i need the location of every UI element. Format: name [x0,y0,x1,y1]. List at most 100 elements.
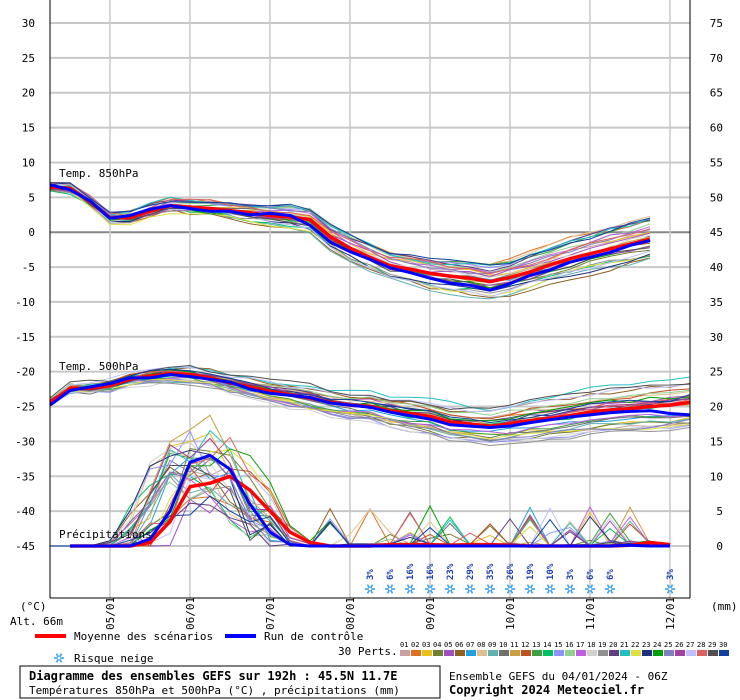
member-t500-line [49,366,691,413]
member-swatch [455,650,465,656]
snow-risk-pct: 3% [366,569,376,580]
member-number: 18 [587,641,595,649]
y-tick-left: -5 [22,261,35,274]
date-tick: 05/01 [104,597,117,630]
member-number: 20 [609,641,617,649]
snowflake-center [388,587,392,591]
snowflake-center [408,587,412,591]
member-swatch [631,650,641,656]
y-tick-left: -20 [15,366,35,379]
y-tick-right: 45 [710,226,723,239]
member-t500-line [49,368,691,424]
snowflake-center [608,587,612,591]
snowflake-icon [54,653,64,663]
snowflake-center [588,587,592,591]
member-number: 26 [675,641,683,649]
member-t500-line [49,379,691,443]
y-tick-right: 25 [710,366,723,379]
snow-risk-pct: 26% [506,563,516,580]
snowflake-icon [425,584,435,594]
member-number: 16 [565,641,573,649]
member-swatch [576,650,586,656]
member-number: 05 [444,641,452,649]
control-line [70,453,670,548]
member-t850-line [49,185,651,298]
legend-mean-label: Moyenne des scénarios [74,630,213,643]
y-tick-right: 30 [710,331,723,344]
member-swatch [719,650,729,656]
snowflake-icon [385,584,395,594]
snowflake-center [528,587,532,591]
member-swatch [400,650,410,656]
y-tick-right: 55 [710,156,723,169]
member-swatch [488,650,498,656]
y-tick-right: 50 [710,191,723,204]
snowflake-center [508,587,512,591]
y-tick-left: -35 [15,470,35,483]
snowflake-icon [665,584,675,594]
member-number: 04 [433,641,441,649]
y-tick-right: 10 [710,470,723,483]
member-swatch [664,650,674,656]
y-tick-right: 70 [710,52,723,65]
mean-control-lines [49,183,691,548]
snowflake-icon [545,584,555,594]
members-label: 30 Perts. [338,645,398,658]
member-number: 27 [686,641,694,649]
member-swatch [609,650,619,656]
member-number: 24 [653,641,661,649]
member-number: 01 [400,641,408,649]
date-tick: 06/01 [184,597,197,630]
mean-line [49,185,651,284]
snow-risk-pct: 29% [466,563,476,580]
snow-risk-markers: 3% 6% 16% 16% 23% 29% 35% 26% 19% 10% 3% 6% 6% 3% [365,563,676,594]
member-swatch [565,650,575,656]
y-tick-right: 60 [710,122,723,135]
snowflake-center [668,587,672,591]
snowflake-center [468,587,472,591]
member-number: 17 [576,641,584,649]
control-line [49,373,691,429]
member-number: 29 [708,641,716,649]
member-swatch [620,650,630,656]
member-t850-line [49,185,651,266]
member-number: 30 [719,641,727,649]
date-tick-labels: 05/01 06/01 07/01 08/01 09/01 10/01 11/01 12/01 [104,597,677,630]
y-tick-right: 35 [710,296,723,309]
member-color-legend: 01 02 03 04 05 06 07 08 09 10 11 12 13 14 15 16 17 18 19 20… [400,641,729,656]
member-swatch [466,650,476,656]
y-tick-right: 15 [710,435,723,448]
y-tick-labels: 302520151050-5-10-15-20-25-30-35-40-4575… [15,17,723,553]
label-t850: Temp. 850hPa [59,167,138,180]
member-number: 15 [554,641,562,649]
member-swatch [543,650,553,656]
member-number: 19 [598,641,606,649]
y-tick-right: 5 [716,505,723,518]
snowflake-icon [505,584,515,594]
snowflake-icon [54,653,64,663]
snowflake-icon [585,584,595,594]
label-precip: Précipitations [59,528,152,541]
member-number: 06 [455,641,463,649]
y-tick-left: 15 [22,122,35,135]
snow-risk-pct: 6% [386,569,396,580]
member-number: 21 [620,641,628,649]
member-swatch [697,650,707,656]
member-swatch [554,650,564,656]
snowflake-center [368,587,372,591]
member-number: 11 [510,641,518,649]
copyright: Copyright 2024 Meteociel.fr [449,683,644,697]
snowflake-icon [365,584,375,594]
title-box [19,665,441,699]
control-line [49,183,651,292]
chart-title: Diagramme des ensembles GEFS sur 192h : … [29,669,397,683]
y-tick-left: -40 [15,505,35,518]
member-number: 12 [521,641,529,649]
member-number: 13 [532,641,540,649]
snowflake-icon [405,584,415,594]
legend-snow-label: Risque neige [74,652,153,665]
member-swatch [477,650,487,656]
snow-risk-pct: 6% [606,569,616,580]
member-number: 08 [477,641,485,649]
date-tick: 08/01 [344,597,357,630]
